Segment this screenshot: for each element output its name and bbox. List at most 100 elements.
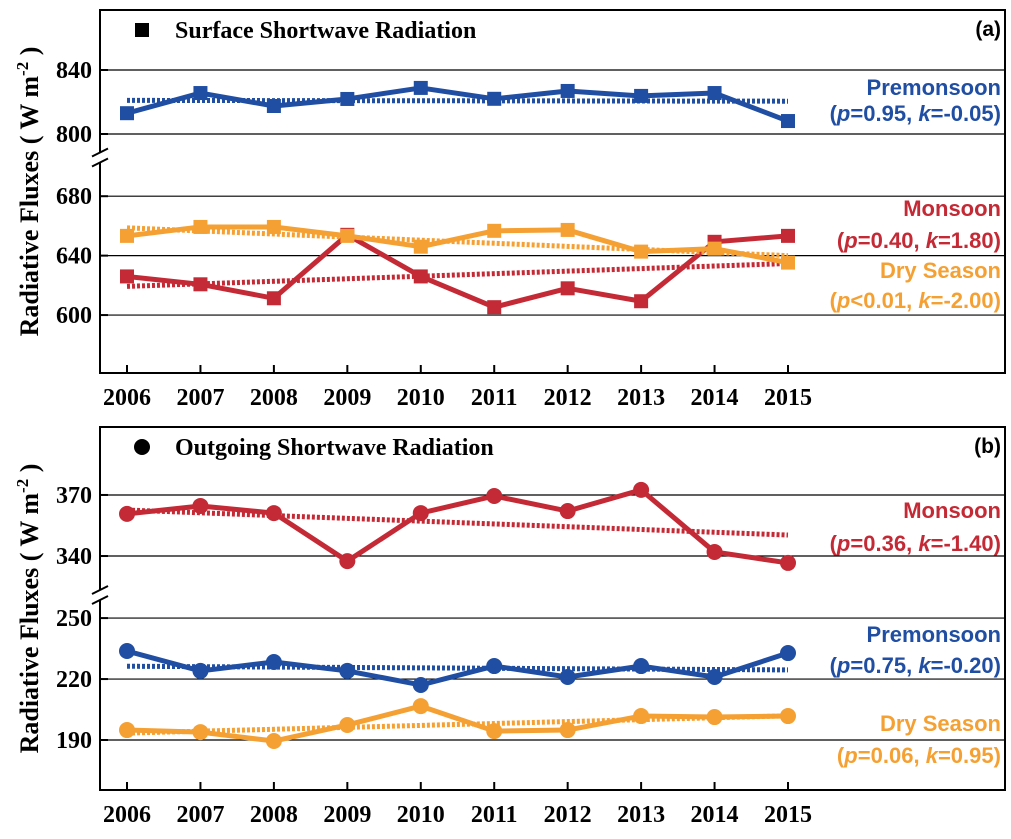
legend-name: Monsoon — [903, 498, 1001, 523]
series-line — [126, 703, 789, 744]
x-tick-label: 2014 — [691, 385, 739, 411]
title-marker — [135, 23, 149, 37]
y-tick-label: 680 — [56, 184, 92, 210]
marker — [780, 645, 796, 662]
legend-stats: (p=0.95, k=-0.05) — [830, 101, 1001, 126]
x-tick-label: 2010 — [397, 802, 445, 828]
marker — [266, 99, 281, 113]
marker — [560, 281, 575, 296]
panel-label: (a) — [975, 18, 1001, 41]
legend-stats: (p=0.40, k=1.80) — [837, 228, 1001, 253]
marker — [634, 244, 649, 259]
marker — [559, 503, 576, 520]
marker — [633, 658, 650, 675]
x-tick-label: 2010 — [397, 385, 445, 411]
marker — [193, 277, 208, 292]
series-line — [126, 487, 789, 566]
marker — [559, 722, 576, 739]
legend-stats: (p=0.75, k=-0.20) — [830, 653, 1001, 678]
marker — [413, 239, 428, 254]
marker — [560, 83, 575, 98]
axis-break — [91, 595, 109, 605]
marker — [339, 716, 356, 733]
marker — [266, 219, 281, 234]
marker — [192, 662, 209, 679]
marker — [193, 219, 208, 234]
marker — [706, 669, 723, 686]
marker — [119, 643, 135, 660]
marker — [633, 481, 650, 498]
y-tick-label: 340 — [56, 544, 92, 570]
legend-name: Premonsoon — [867, 622, 1001, 647]
y-tick-label: 800 — [56, 122, 92, 148]
marker — [192, 497, 209, 514]
marker — [486, 723, 503, 740]
axis-break — [91, 147, 109, 158]
marker — [339, 553, 356, 570]
x-tick-label: 2009 — [323, 385, 371, 411]
chart-title: Outgoing Shortwave Radiation — [175, 435, 494, 461]
marker — [413, 269, 428, 284]
y-axis-label: Radiative Fluxes ( W m-2 ) — [13, 464, 44, 754]
marker — [412, 698, 429, 715]
marker — [193, 86, 208, 101]
x-tick-label: 2012 — [544, 385, 592, 411]
x-tick-label: 2009 — [323, 802, 371, 828]
marker — [339, 662, 356, 679]
legend-name: Dry Season — [880, 258, 1001, 283]
y-tick-label: 250 — [56, 606, 92, 632]
title-marker — [134, 439, 150, 455]
marker — [781, 114, 795, 129]
x-tick-label: 2007 — [176, 385, 224, 411]
series-line — [126, 648, 789, 688]
marker — [780, 708, 796, 725]
marker — [781, 228, 795, 243]
plot-frame — [99, 9, 1006, 374]
marker — [781, 255, 795, 270]
y-tick-label: 370 — [56, 483, 92, 509]
x-tick-label: 2012 — [544, 802, 592, 828]
marker — [413, 80, 428, 95]
y-tick-label: 840 — [56, 58, 92, 84]
marker — [265, 505, 282, 522]
y-axis-label-sup: -2 — [13, 62, 32, 76]
marker — [265, 653, 282, 670]
marker — [266, 291, 281, 306]
x-tick-label: 2008 — [250, 385, 298, 411]
y-tick-label: 600 — [56, 303, 92, 329]
series-line — [126, 232, 789, 310]
marker — [120, 106, 134, 121]
marker — [119, 505, 135, 522]
marker — [120, 269, 134, 284]
x-tick-label: 2006 — [103, 802, 151, 828]
plot-frame — [99, 426, 1006, 791]
marker — [706, 543, 723, 560]
marker — [487, 300, 502, 315]
y-axis-label-text: Radiative Fluxes ( W m — [15, 493, 44, 754]
marker — [192, 724, 209, 741]
y-tick-label: 190 — [56, 728, 92, 754]
x-tick-label: 2015 — [764, 802, 812, 828]
series-line — [126, 224, 789, 266]
axis-break — [91, 157, 109, 168]
legend-stats: (p=0.06, k=0.95) — [837, 743, 1001, 768]
marker — [634, 294, 649, 309]
axis-break-gap — [97, 590, 103, 600]
marker — [340, 91, 355, 106]
trend-line — [126, 261, 789, 289]
marker — [265, 733, 282, 750]
marker — [340, 228, 355, 243]
x-tick-label: 2013 — [617, 802, 665, 828]
x-tick-label: 2011 — [471, 385, 518, 411]
legend-stats: (p=0.36, k=-1.40) — [830, 531, 1001, 556]
marker — [560, 222, 575, 237]
chart-title: Surface Shortwave Radiation — [175, 18, 476, 44]
marker — [412, 676, 429, 693]
legend-name: Premonsoon — [867, 75, 1001, 100]
y-axis-label: Radiative Fluxes ( W m-2 ) — [13, 47, 44, 337]
axis-break-gap — [97, 152, 103, 163]
marker — [487, 223, 502, 238]
x-tick-label: 2015 — [764, 385, 812, 411]
